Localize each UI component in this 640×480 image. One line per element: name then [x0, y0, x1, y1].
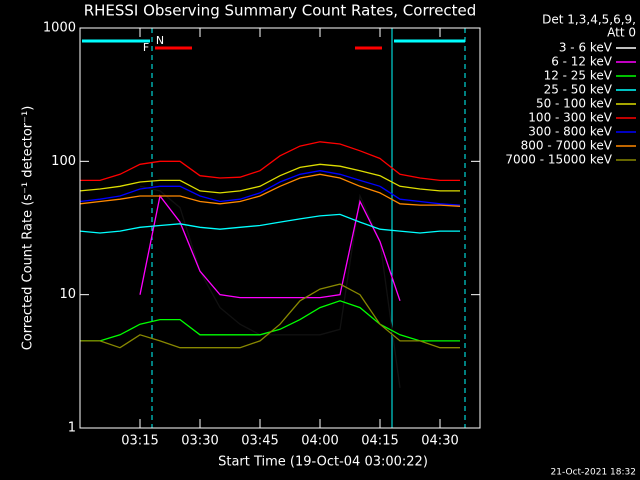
y-tick-label: 100 — [51, 154, 76, 169]
series-line — [80, 141, 460, 182]
y-tick-label: 10 — [59, 287, 76, 302]
chart-title: RHESSI Observing Summary Count Rates, Co… — [84, 2, 477, 20]
legend-label: 800 - 7000 keV — [521, 139, 613, 153]
legend-label: 3 - 6 keV — [559, 41, 613, 55]
x-tick-label: 04:00 — [301, 434, 338, 449]
legend-label: 300 - 800 keV — [528, 125, 612, 139]
series-line — [79, 173, 461, 207]
x-tick-label: 03:30 — [181, 434, 218, 449]
annotation: N — [156, 34, 164, 47]
legend-title: Det 1,3,4,5,6,9, — [542, 13, 636, 27]
legend-label: 6 - 12 keV — [551, 55, 613, 69]
y-axis-label: Corrected Count Rate (s⁻¹ detector⁻¹) — [21, 106, 36, 351]
x-tick-label: 04:30 — [421, 434, 458, 449]
plot-frame — [79, 27, 481, 429]
x-tick-label: 03:15 — [121, 434, 158, 449]
legend-label: 100 - 300 keV — [528, 111, 612, 125]
series-line — [80, 283, 460, 349]
legend-label: 12 - 25 keV — [544, 69, 613, 83]
series-line — [79, 213, 460, 234]
x-tick-label: 04:15 — [361, 434, 398, 449]
annotation: F — [143, 41, 149, 54]
series-line — [79, 170, 461, 206]
series-line — [79, 163, 460, 194]
legend-label: 50 - 100 keV — [536, 97, 613, 111]
legend-label: 7000 - 15000 keV — [505, 153, 612, 167]
legend-title: Att 0 — [607, 26, 636, 40]
series-line — [139, 194, 401, 302]
x-tick-label: 03:45 — [241, 434, 278, 449]
y-tick-label: 1 — [68, 421, 76, 436]
x-axis-label: Start Time (19-Oct-04 03:00:22) — [218, 455, 428, 470]
y-tick-label: 1000 — [43, 21, 76, 36]
legend-label: 25 - 50 keV — [544, 83, 613, 97]
footer: 21-Oct-2021 18:32 — [551, 468, 636, 478]
